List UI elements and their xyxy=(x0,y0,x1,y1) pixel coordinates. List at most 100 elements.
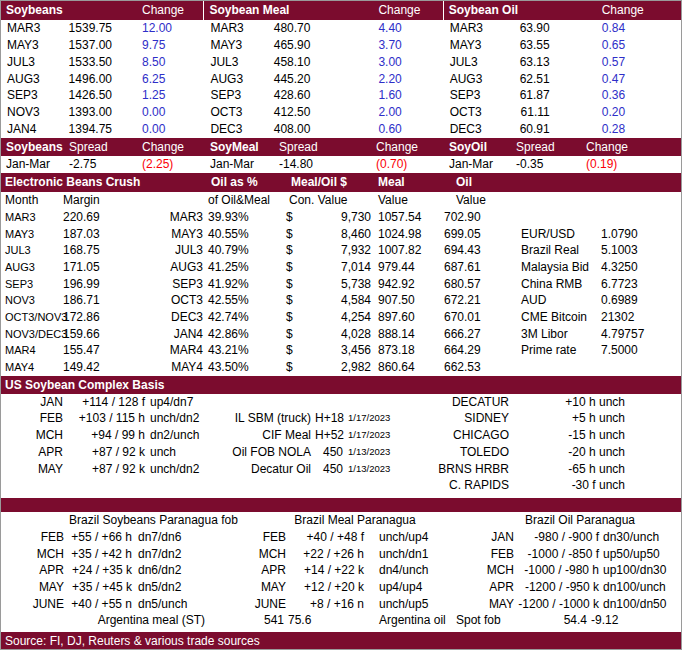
fob-bid-ask: -1000 / -980 h xyxy=(516,562,599,579)
basis-header: US Soybean Complex Basis xyxy=(1,376,681,394)
contract-month: AUG3 xyxy=(210,71,243,88)
fob-bid-ask: -980 / -900 f xyxy=(516,529,599,546)
basis-month: APR xyxy=(21,444,63,461)
crush-row: JUL3168.75JUL340.79%$7,9321007.82694.43B… xyxy=(1,242,681,259)
spot-fob-value: 54.4 xyxy=(553,612,587,629)
contract-month: OCT3 xyxy=(450,104,482,121)
contract-month: AUG3 xyxy=(450,71,483,88)
table-row: MAY3465.903.70 xyxy=(204,37,442,54)
section-divider xyxy=(1,498,681,512)
oil-value: 680.57 xyxy=(444,276,481,293)
spread-change: (0.19) xyxy=(586,156,617,173)
rate-label: AUD xyxy=(521,292,546,309)
crush-month: MAY3 xyxy=(5,226,34,243)
crush-month: OCT3/NOV3 xyxy=(5,309,67,326)
brazil-row: MCH+35 / +42 hdn7/dn2MCH+22 / +26 hunch/… xyxy=(1,546,681,563)
location-basis: -15 h unch xyxy=(541,427,625,444)
spreads-row: Jan-Mar-2.75(2.25) Jan-Mar-14.80(0.70) J… xyxy=(1,156,681,173)
oil-value: 699.05 xyxy=(444,226,481,243)
fob-change: dn100/dn50 xyxy=(603,596,666,613)
spread-month: Jan-Mar xyxy=(449,156,493,173)
oil-pct: 42.86% xyxy=(208,326,249,343)
fob-change: unch/dn1 xyxy=(379,546,428,563)
price: 412.50 xyxy=(248,104,310,121)
rate-label: Prime rate xyxy=(521,342,576,359)
oil-pct-header: Oil as % xyxy=(211,173,258,192)
crush-row: MAR3220.69MAR339.93%$9,7301057.54702.90 xyxy=(1,209,681,226)
crush-row: AUG3171.05AUG341.25%$7,014979.44687.61Ma… xyxy=(1,259,681,276)
dollar-sign: $ xyxy=(286,209,293,226)
contract-month: JUL3 xyxy=(7,54,35,71)
rate-label: EUR/USD xyxy=(521,226,575,243)
change-label: Change xyxy=(586,138,628,156)
fob-bid-ask: +35 / +42 h xyxy=(61,546,132,563)
oil-pct: 40.79% xyxy=(208,242,249,259)
spread-change: (2.25) xyxy=(142,156,173,173)
fob-month: MAY xyxy=(249,579,286,596)
table-row: AUG31496.006.25 xyxy=(1,71,203,88)
crush-subheader: Month Margin of Oil&Meal Con. Value Valu… xyxy=(1,192,681,209)
meal-value: 979.44 xyxy=(378,259,415,276)
table-row: JUL31533.508.50 xyxy=(1,54,203,71)
dollar-sign: $ xyxy=(286,326,293,343)
oil-header: Oil xyxy=(456,173,472,192)
price-change: 0.47 xyxy=(602,71,625,88)
price-change: 9.75 xyxy=(142,37,165,54)
con-value: 9,730 xyxy=(306,209,371,226)
price: 480.70 xyxy=(248,20,310,37)
basis-title: US Soybean Complex Basis xyxy=(5,376,164,394)
table-title: Soybean Oil xyxy=(449,1,518,20)
price: 62.51 xyxy=(488,71,550,88)
basis-row: MAY+87 / 92 kunch/dn2Decatur Oil4501/13/… xyxy=(1,461,681,478)
contract-month: MAY3 xyxy=(7,37,39,54)
fob-change: up100/dn30 xyxy=(603,562,666,579)
us-basis-section: US Soybean Complex Basis JAN+114 / 128 f… xyxy=(1,376,681,494)
price: 408.00 xyxy=(248,121,310,138)
meal-value: 907.50 xyxy=(378,292,415,309)
fob-change: dn100/unch xyxy=(603,579,666,596)
meal-value: 897.60 xyxy=(378,309,415,326)
crush-month: NOV3 xyxy=(5,292,35,309)
margin-subheader: Margin xyxy=(63,192,100,209)
crush-month: MAR4 xyxy=(5,342,36,359)
spread-value: -0.35 xyxy=(516,156,543,173)
fob-month: JAN xyxy=(478,529,514,546)
meal-value: 1007.82 xyxy=(378,242,421,259)
fob-month: MCH xyxy=(478,562,514,579)
crush-row: SEP3196.99SEP341.92%$5,738942.92680.57Ch… xyxy=(1,276,681,293)
price-change: 1.25 xyxy=(142,87,165,104)
meal-value: 860.64 xyxy=(378,359,415,376)
crush-row: NOV3186.71OCT342.55%$4,584907.50672.21AU… xyxy=(1,292,681,309)
crush-row: NOV3/DEC3159.66JAN442.86%$4,028888.14666… xyxy=(1,326,681,343)
change-column-header: Change xyxy=(602,1,644,20)
spread-group-title: SoyOil xyxy=(449,138,487,156)
contract-month: MAR3 xyxy=(450,20,483,37)
spreads-header: SoybeansSpreadChange SoyMealSpreadChange… xyxy=(1,138,681,156)
spread-value: -14.80 xyxy=(279,156,313,173)
meal-value: 942.92 xyxy=(378,276,415,293)
brazil-row: FEB+55 / +66 hdn7/dn6FEB+40 / +48 funch/… xyxy=(1,529,681,546)
oil-value: 670.01 xyxy=(444,309,481,326)
bid-ask: +94 / 99 h xyxy=(61,427,145,444)
fob-bid-ask: +8 / +16 n xyxy=(291,596,364,613)
price-change: 3.70 xyxy=(378,37,401,54)
argentina-oil-label: Argentina oil xyxy=(379,612,446,629)
basis-row: C. RAPIDS-30 f unch xyxy=(1,477,681,494)
argentina-meal-value-2: 75.6 xyxy=(288,612,311,629)
con-value: 3,456 xyxy=(306,342,371,359)
fob-change: dn5/dn2 xyxy=(138,579,181,596)
meal-value: 1024.98 xyxy=(378,226,421,243)
crush-title: Electronic Beans Crush xyxy=(5,173,140,192)
crush-month: MAY4 xyxy=(5,359,34,376)
price-change: 0.28 xyxy=(602,121,625,138)
fob-month: APR xyxy=(249,562,286,579)
pct-month: JAN4 xyxy=(131,326,203,343)
fob-bid-ask: +24 / +35 k xyxy=(61,562,132,579)
fob-change: unch/up5 xyxy=(379,596,428,613)
fob-month: FEB xyxy=(23,529,64,546)
table-row: SEP3428.601.60 xyxy=(204,87,442,104)
price-change: 3.00 xyxy=(378,54,401,71)
fob-change: dn30/unch xyxy=(603,529,659,546)
spread-group-title: Soybeans xyxy=(6,138,63,156)
price: 1533.50 xyxy=(46,54,112,71)
